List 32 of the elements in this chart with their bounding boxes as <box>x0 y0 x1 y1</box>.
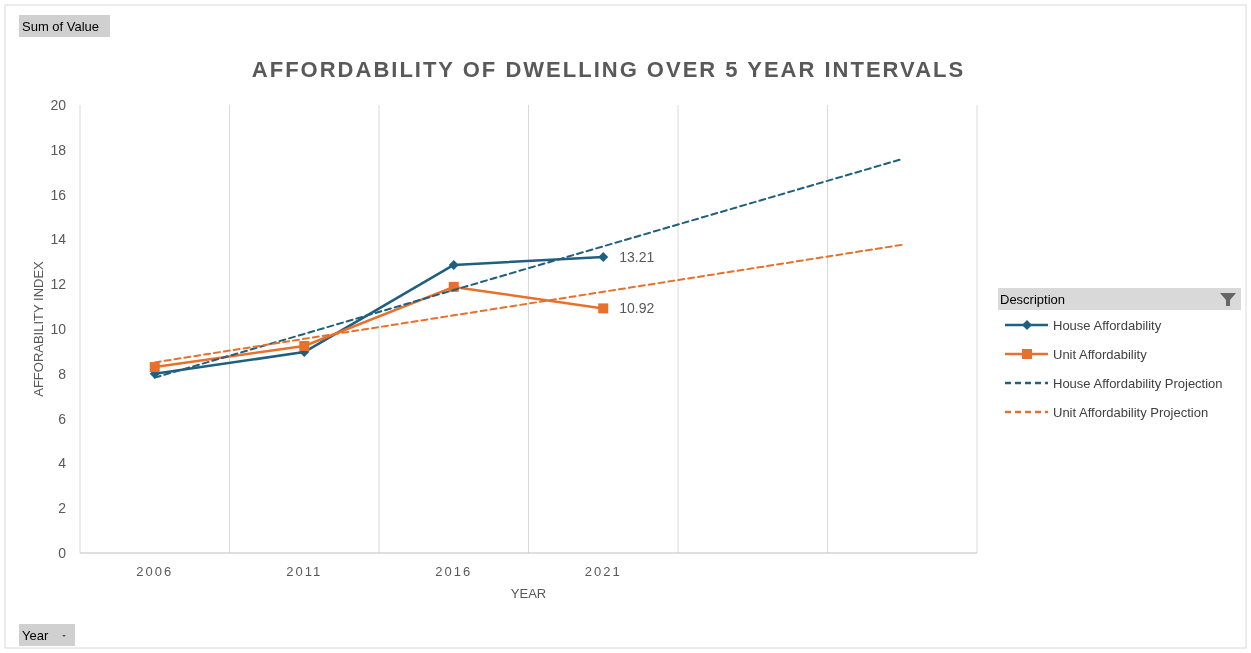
y-tick-label: 8 <box>58 365 67 382</box>
legend-label: House Affordability Projection <box>1053 376 1223 391</box>
y-tick-label: 6 <box>58 410 67 427</box>
data-label: 13.21 <box>619 249 655 266</box>
y-tick-label: 2 <box>58 500 67 517</box>
legend-label: House Affordability <box>1053 318 1162 333</box>
y-axis-title: AFFORABILITY INDEX <box>31 260 46 397</box>
y-tick-label: 20 <box>50 97 67 113</box>
data-label: 10.92 <box>619 300 655 317</box>
chart-title: AFFORDABILITY OF DWELLING OVER 5 YEAR INTERVALS <box>251 57 966 82</box>
y-tick-label: 10 <box>50 321 67 337</box>
legend-label: Unit Affordability <box>1053 347 1148 362</box>
legend-title: Description <box>1000 292 1066 307</box>
point <box>299 341 310 352</box>
point <box>149 362 160 373</box>
y-tick-label: 16 <box>50 186 67 203</box>
text: Sum of Value <box>22 19 100 34</box>
x-tick-label: 2016 <box>435 564 473 579</box>
x-tick-label: 2011 <box>286 564 323 579</box>
y-tick-label: 14 <box>50 231 67 248</box>
point <box>598 303 609 314</box>
point <box>448 259 459 270</box>
y-tick-label: 4 <box>58 455 67 472</box>
x-axis-title: YEAR <box>510 586 547 601</box>
y-tick-label: 0 <box>58 545 67 561</box>
legend-label: Unit Affordability Projection <box>1053 405 1209 420</box>
text: Year <box>22 628 49 643</box>
point <box>598 252 609 263</box>
y-tick-label: 12 <box>50 276 67 293</box>
x-tick-label: 2006 <box>136 564 174 579</box>
y-tick-label: 18 <box>50 141 67 158</box>
x-tick-label: 2021 <box>584 564 622 579</box>
